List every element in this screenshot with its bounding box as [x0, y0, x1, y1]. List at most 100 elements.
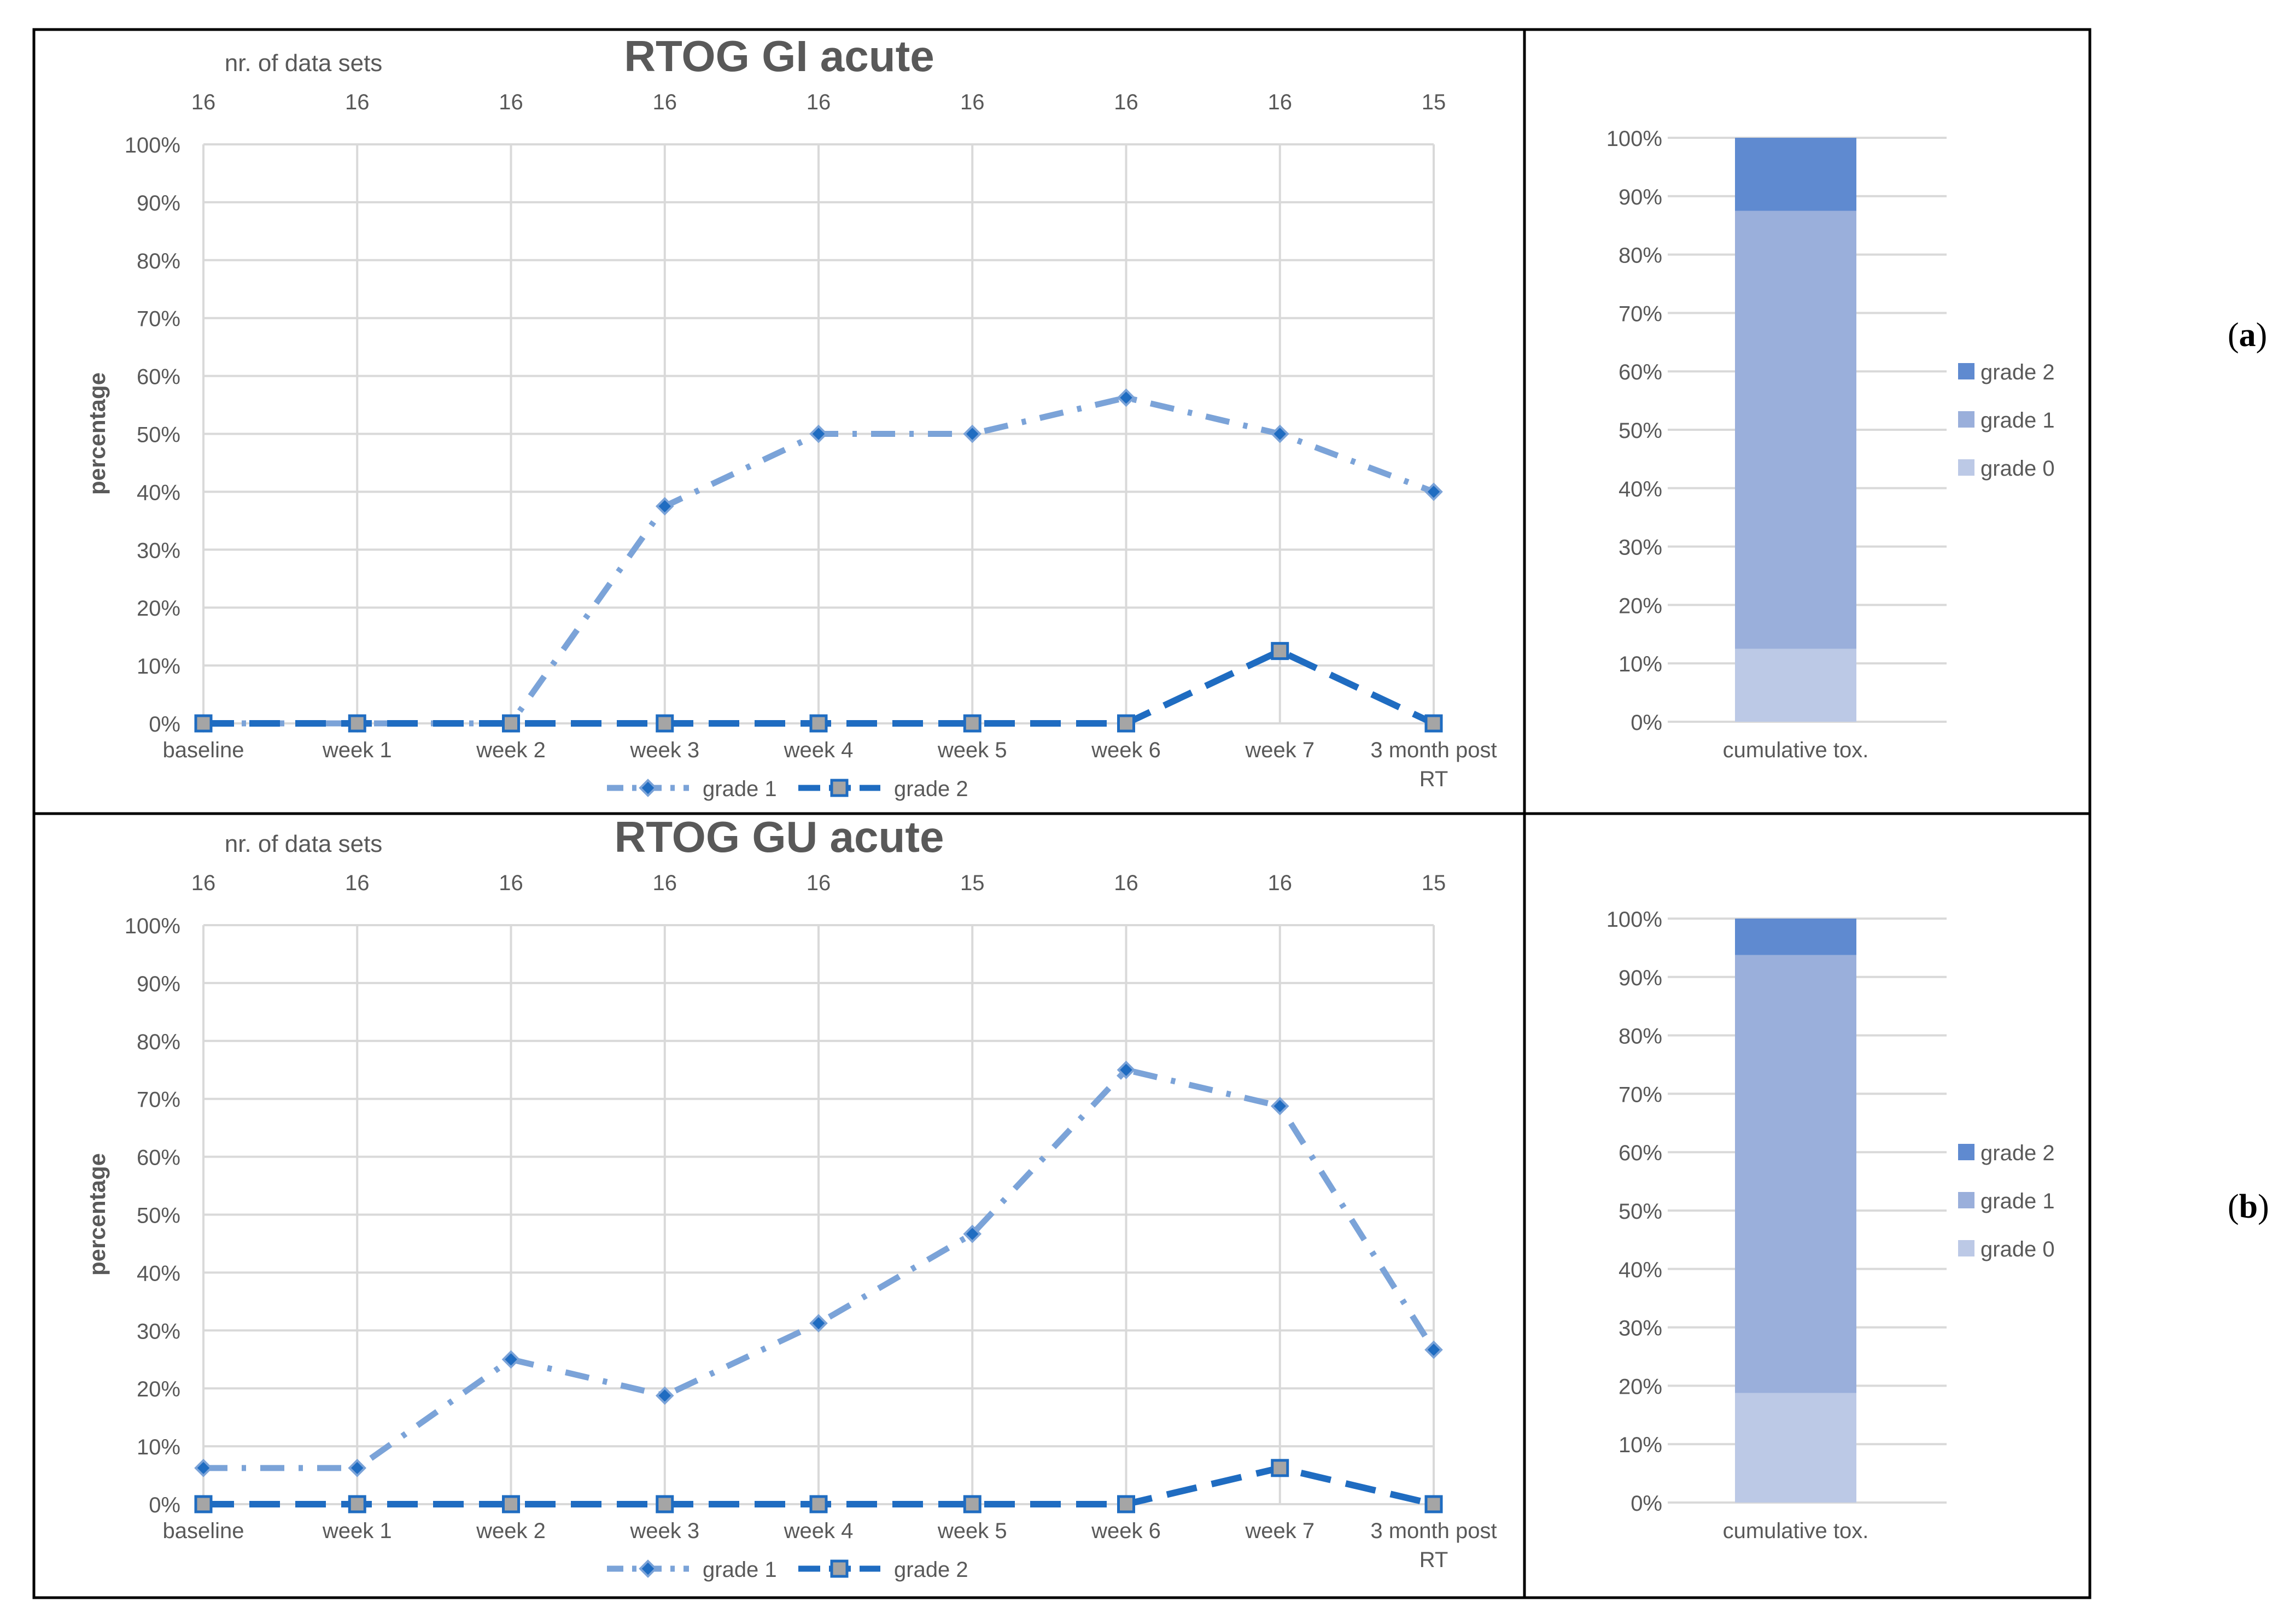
- data-point-grade-2: [1117, 1495, 1135, 1513]
- y-tick-label: 60%: [137, 365, 180, 389]
- legend-marker: [830, 779, 849, 797]
- n-data-sets-label: 16: [1114, 90, 1138, 114]
- y-tick-label: 40%: [137, 1261, 180, 1285]
- x-tick-label: 3 month post RT: [1370, 1519, 1497, 1572]
- y-tick-label: 30%: [137, 1319, 180, 1343]
- legend-swatch: [1958, 459, 1974, 476]
- n-data-sets-label: 15: [1422, 90, 1446, 114]
- y-axis-title: percentage: [84, 1153, 110, 1276]
- n-data-sets-label: 16: [653, 871, 677, 895]
- bar-segment-grade-1: [1735, 211, 1856, 649]
- data-point-grade-2: [656, 714, 674, 733]
- data-point-grade-1: [1424, 1340, 1443, 1359]
- legend-label: grade 0: [1980, 457, 2055, 481]
- x-tick-label: week 6: [1091, 1519, 1161, 1543]
- bar-segment-grade-1: [1735, 955, 1856, 1393]
- data-point-grade-2: [1424, 714, 1443, 733]
- x-tick-label: week 1: [322, 1519, 392, 1543]
- y-tick-label: 70%: [1619, 1083, 1662, 1107]
- y-tick-label: 50%: [137, 423, 180, 447]
- x-tick-label: baseline: [162, 738, 244, 762]
- legend-swatch: [1958, 1240, 1974, 1256]
- y-tick-label: 10%: [137, 1435, 180, 1459]
- bar-segment-grade-0: [1735, 1393, 1856, 1503]
- y-tick-label: 10%: [137, 654, 180, 679]
- x-tick-label: week 3: [629, 738, 699, 762]
- n-data-sets-label: 16: [1268, 90, 1293, 114]
- chart-title: RTOG GU acute: [614, 813, 944, 861]
- n-data-sets-label: 16: [653, 90, 677, 114]
- n-data-sets-label: 16: [191, 871, 216, 895]
- x-tick-label: week 7: [1245, 1519, 1314, 1543]
- y-tick-label: 10%: [1619, 1433, 1662, 1457]
- y-tick-label: 40%: [1619, 1258, 1662, 1282]
- y-tick-label: 30%: [137, 539, 180, 563]
- y-tick-label: 50%: [1619, 1200, 1662, 1224]
- y-tick-label: 90%: [1619, 966, 1662, 990]
- data-point-grade-2: [1117, 714, 1135, 733]
- x-tick-label: cumulative tox.: [1723, 1519, 1869, 1543]
- panel-label-b: (b): [2228, 1188, 2269, 1225]
- legend-swatch: [1958, 1144, 1974, 1160]
- x-tick-label: 3 month post RT: [1370, 738, 1497, 791]
- panel-label-a-letter: a: [2239, 317, 2256, 354]
- y-tick-label: 0%: [149, 712, 180, 737]
- data-point-grade-2: [656, 1495, 674, 1513]
- data-point-grade-1: [1270, 424, 1289, 443]
- panel-label-b-letter: b: [2239, 1188, 2258, 1225]
- chart-title: RTOG GI acute: [624, 32, 934, 80]
- y-axis-title: percentage: [84, 372, 110, 495]
- y-tick-label: 100%: [1606, 908, 1662, 932]
- legend-swatch: [1958, 363, 1974, 379]
- y-tick-label: 80%: [1619, 244, 1662, 268]
- n-data-sets-label: 15: [960, 871, 985, 895]
- legend-marker: [830, 1559, 849, 1578]
- data-point-grade-1: [1424, 482, 1443, 501]
- y-tick-label: 20%: [1619, 594, 1662, 618]
- y-tick-label: 70%: [137, 1088, 180, 1112]
- y-tick-label: 50%: [137, 1204, 180, 1228]
- y-tick-label: 50%: [1619, 419, 1662, 443]
- data-point-grade-1: [809, 1314, 828, 1332]
- x-tick-label: week 5: [937, 1519, 1007, 1543]
- legend-label: grade 2: [1980, 1141, 2055, 1165]
- legend-swatch: [1958, 1192, 1974, 1208]
- data-point-grade-2: [963, 714, 982, 733]
- data-point-grade-1: [655, 1386, 674, 1405]
- y-tick-label: 70%: [137, 307, 180, 331]
- data-point-grade-1: [1270, 1097, 1289, 1115]
- data-point-grade-2: [348, 714, 366, 733]
- y-tick-label: 100%: [1606, 127, 1662, 151]
- y-tick-label: 20%: [137, 597, 180, 621]
- panel-a-line-frame: [32, 28, 1526, 815]
- legend-label: grade 1: [703, 777, 777, 801]
- y-tick-label: 30%: [1619, 536, 1662, 560]
- y-tick-label: 40%: [1619, 477, 1662, 501]
- top-axis-title: nr. of data sets: [225, 50, 383, 77]
- y-tick-label: 0%: [1631, 1492, 1662, 1516]
- panel-b: 0% 10% 20% 30% 40% 50% 60% 70% 80% 90% 100% 16 basel…: [84, 813, 2055, 1582]
- n-data-sets-label: 16: [1114, 871, 1138, 895]
- data-point-grade-1: [655, 497, 674, 516]
- y-tick-label: 0%: [149, 1493, 180, 1517]
- n-data-sets-label: 16: [960, 90, 985, 114]
- x-tick-label: week 4: [784, 1519, 854, 1543]
- y-tick-label: 90%: [1619, 185, 1662, 209]
- legend-swatch: [1958, 411, 1974, 428]
- data-point-grade-2: [1271, 1459, 1289, 1477]
- series-line-grade-1: [203, 1067, 1436, 1471]
- data-point-grade-2: [809, 714, 828, 733]
- y-tick-label: 100%: [125, 914, 180, 938]
- data-point-grade-2: [963, 1495, 982, 1513]
- data-point-grade-2: [194, 1495, 213, 1513]
- y-tick-label: 0%: [1631, 711, 1662, 735]
- data-point-grade-2: [1271, 642, 1289, 661]
- n-data-sets-label: 16: [807, 871, 831, 895]
- y-tick-label: 70%: [1619, 302, 1662, 326]
- data-point-grade-2: [809, 1495, 828, 1513]
- y-tick-label: 10%: [1619, 652, 1662, 676]
- y-tick-label: 60%: [1619, 1141, 1662, 1165]
- x-tick-label: week 7: [1245, 738, 1314, 762]
- n-data-sets-label: 16: [807, 90, 831, 114]
